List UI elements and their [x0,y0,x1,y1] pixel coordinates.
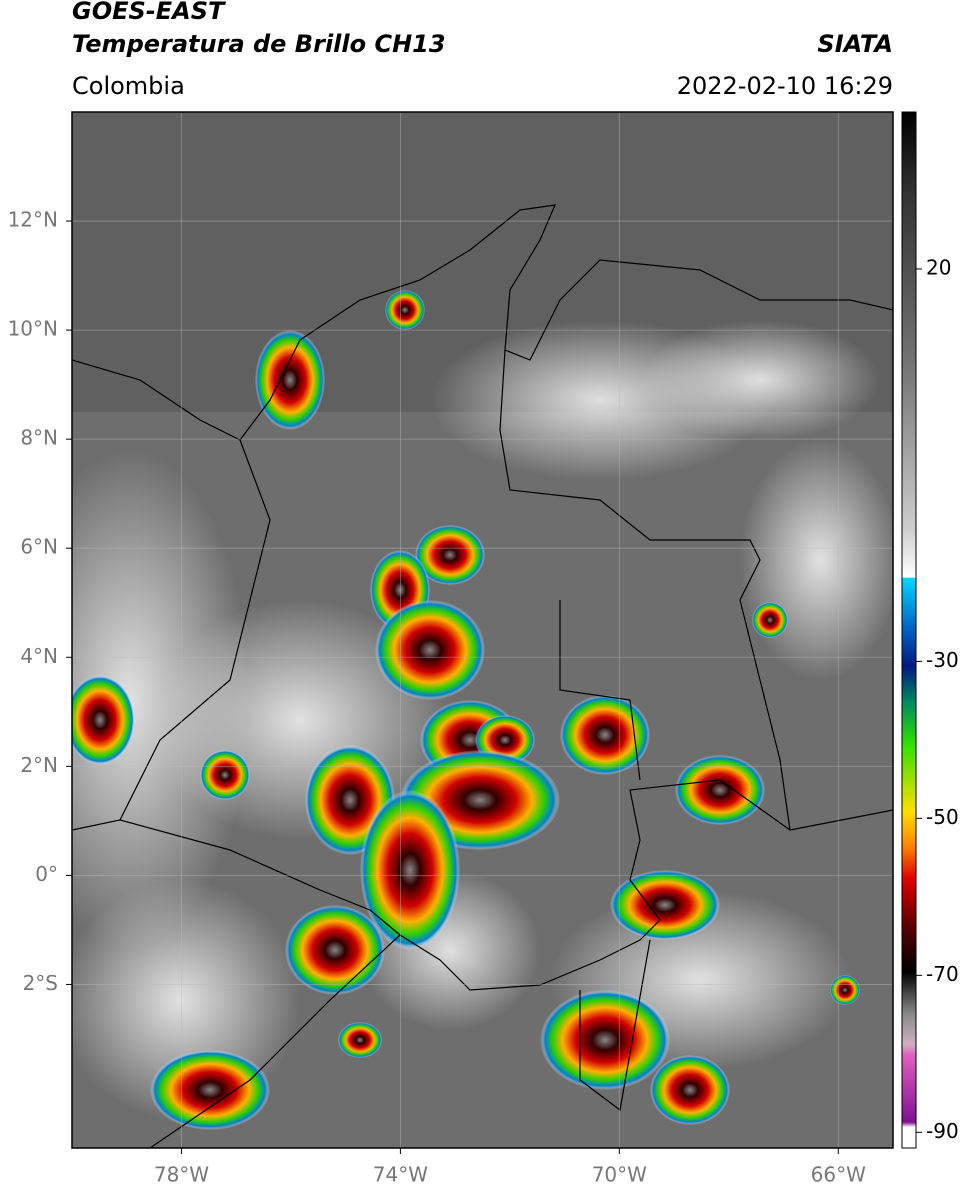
x-tick-label: 74°W [373,1163,428,1187]
y-tick-label: 8°N [20,426,58,450]
y-tick-label: 2°S [23,971,58,995]
y-tick-label: 10°N [8,317,58,341]
y-tick-label: 4°N [20,644,58,668]
y-tick-label: 12°N [8,208,58,232]
colorbar-tick-label: -30 [926,648,959,672]
x-tick-label: 70°W [592,1163,647,1187]
colorbar-tick-label: 20 [926,255,951,279]
satellite-image [72,112,893,1148]
colorbar-tick-label: -50 [926,805,959,829]
colorbar [901,111,917,1149]
region: Colombia [72,72,185,100]
borders [72,204,893,1148]
colorbar-tick-label: -90 [926,1119,959,1143]
x-tick-label: 78°W [154,1163,209,1187]
map-frame [71,111,894,1149]
x-tick-label: 66°W [811,1163,866,1187]
satellite-name: GOES-EAST [72,0,226,25]
colorbar-tick-label: -70 [926,962,959,986]
y-tick-label: 2°N [20,753,58,777]
y-tick-label: 6°N [20,535,58,559]
grid [72,112,893,1148]
source: SIATA [817,30,893,58]
datetime: 2022-02-10 16:29 [677,72,893,100]
product-name: Temperatura de Brillo CH13 [72,30,446,58]
y-tick-label: 0° [35,862,58,886]
